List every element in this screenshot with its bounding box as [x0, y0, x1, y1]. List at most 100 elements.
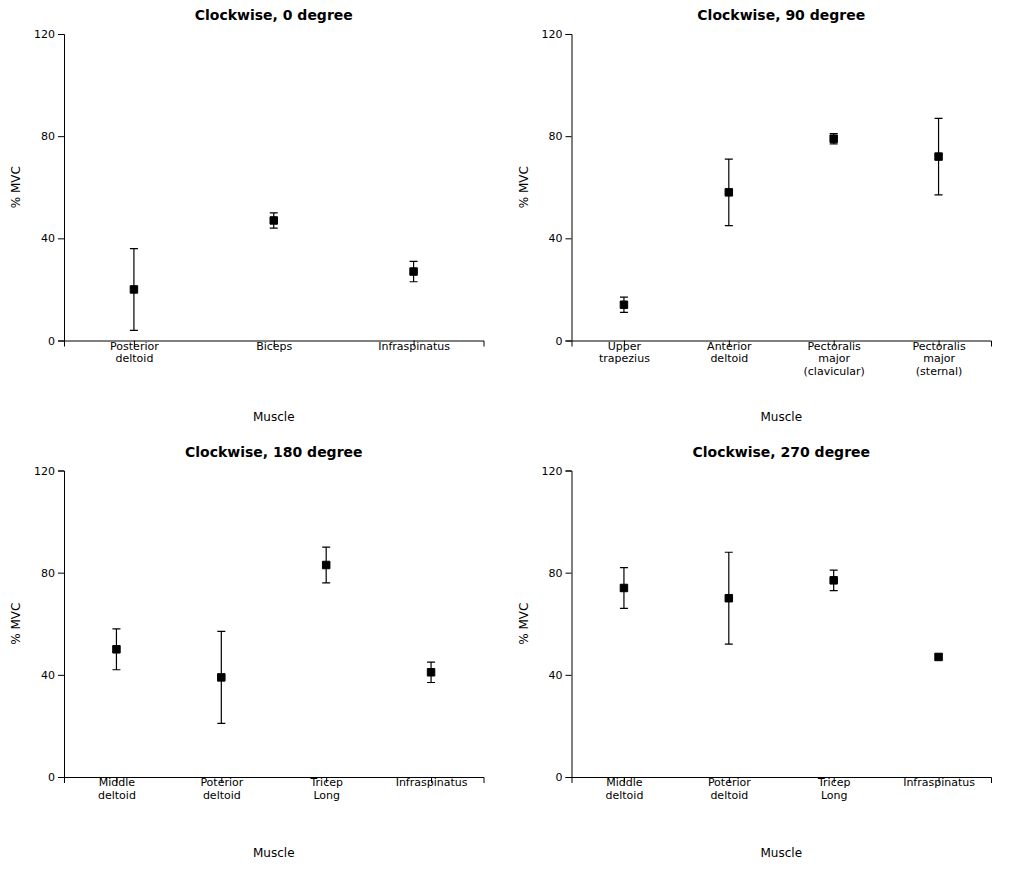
y-axis-line — [566, 471, 573, 778]
marker — [113, 646, 120, 653]
x-tick-label: Poteriordeltoid — [200, 776, 243, 802]
x-tick: TricepLong — [817, 776, 850, 802]
y-tick-mark — [566, 136, 572, 137]
error-bar — [620, 297, 628, 312]
y-tick-mark — [566, 573, 572, 574]
y-tick: 80 — [41, 567, 64, 580]
y-tick: 0 — [556, 771, 572, 784]
y-tick-label: 40 — [41, 669, 55, 682]
y-tick: 80 — [549, 567, 572, 580]
title: Clockwise, 0 degree — [195, 7, 353, 23]
x-tick-label: Middledeltoid — [605, 776, 643, 802]
x-tick-label: Posteriordeltoid — [110, 340, 159, 366]
y-tick-label: 40 — [549, 669, 563, 682]
y-tick-mark — [58, 136, 64, 137]
y-tick-label: 80 — [549, 567, 563, 580]
y-axis-line — [58, 35, 65, 342]
title: Clockwise, 180 degree — [185, 444, 363, 460]
title: Clockwise, 90 degree — [697, 7, 865, 23]
x-tick-label: Biceps — [256, 340, 292, 353]
y-axis-title: % MVC — [517, 603, 531, 645]
y-tick-label: 40 — [41, 232, 55, 245]
y-tick: 40 — [549, 669, 572, 682]
subplot: 04080120MiddledeltoidPoteriordeltoidTric… — [517, 444, 992, 861]
y-tick-mark — [58, 238, 64, 239]
x-tick-label: Uppertrapezius — [599, 340, 650, 366]
subplot: 04080120UppertrapeziusAnteriordeltoidPec… — [517, 7, 992, 424]
x-tick-label-line: (clavicular) — [804, 365, 865, 378]
x-axis: UppertrapeziusAnteriordeltoidPectoralism… — [572, 340, 992, 378]
error-bar — [427, 662, 435, 682]
marks — [112, 547, 435, 723]
y-axis: 04080120 — [542, 28, 573, 348]
y-axis: 0 40 80 120 — [34, 28, 65, 348]
x-tick-label-line: Tricep — [817, 776, 850, 789]
x-tick-label-line: Poterior — [708, 776, 751, 789]
x-tick-label-line: deltoid — [710, 352, 748, 365]
x-axis-title: Muscle — [760, 846, 802, 860]
y-tick-mark — [58, 341, 64, 342]
error-bar — [830, 134, 838, 144]
y-tick: 80 — [41, 130, 64, 143]
x-tick-label-line: Posterior — [110, 340, 159, 353]
x-tick-label-line: Tricep — [309, 776, 342, 789]
marker — [218, 674, 225, 681]
y-tick-mark — [566, 675, 572, 676]
y-tick-label: 120 — [542, 28, 563, 41]
y-tick-label: 40 — [549, 232, 563, 245]
error-bar — [725, 552, 733, 644]
y-tick: 120 — [542, 28, 572, 41]
x-axis: Middledeltoid Poteriordeltoid TricepLong In… — [65, 776, 485, 802]
figure: 04080120PosteriordeltoidBicepsInfraspina… — [0, 0, 1015, 873]
y-tick-mark — [58, 777, 64, 778]
y-tick-label: 120 — [34, 465, 55, 478]
x-tick-label-line: Upper — [608, 340, 642, 353]
x-tick-label-line: Long — [313, 789, 340, 802]
y-tick-mark — [58, 573, 64, 574]
y-tick: 0 — [48, 771, 64, 784]
error-bar — [217, 631, 225, 723]
x-tick-label: TricepLong — [817, 776, 850, 802]
x-tick-label-line: deltoid — [710, 789, 748, 802]
x-tick-label-line: deltoid — [605, 789, 643, 802]
y-tick-mark — [58, 471, 64, 472]
error-bar — [410, 261, 418, 281]
y-tick-label: 120 — [34, 28, 55, 41]
y-tick-label: 0 — [48, 771, 55, 784]
error-bar — [112, 629, 120, 670]
x-tick: Biceps — [256, 340, 292, 353]
y-tick: 40 — [41, 669, 64, 682]
y-tick: 0 — [48, 335, 64, 348]
y-tick: 120 — [34, 28, 64, 41]
x-tick: Middledeltoid — [605, 776, 643, 802]
marks — [130, 213, 418, 330]
marker — [620, 301, 627, 308]
x-tick-label: Middledeltoid — [98, 776, 136, 802]
y-axis-title: % MVC — [9, 603, 23, 645]
x-tick-label-line: Biceps — [256, 340, 292, 353]
y-axis-title: % MVC — [9, 166, 23, 208]
marker — [725, 594, 732, 601]
y-tick-label: 120 — [542, 465, 563, 478]
x-tick-label-line: Middle — [606, 776, 643, 789]
y-tick-mark — [566, 341, 572, 342]
x-tick-label: Poteriordeltoid — [708, 776, 751, 802]
x-tick: Poteriordeltoid — [708, 776, 751, 802]
error-bar — [935, 118, 943, 195]
x-tick: TricepLong — [309, 776, 342, 802]
marker — [725, 189, 732, 196]
y-axis: 0 40 80 120 — [34, 465, 65, 785]
x-axis: MiddledeltoidPoteriordeltoidTricepLongIn… — [572, 776, 992, 802]
error-bar — [322, 547, 330, 583]
x-tick: Infraspinatus — [378, 340, 450, 353]
subplot: 0 40 80 120 Posteriordeltoid Biceps Infraspina… — [9, 7, 484, 424]
x-tick-label-line: Pectoralis — [808, 340, 861, 353]
x-tick-label: Infraspinatus — [396, 776, 468, 789]
x-tick-label-line: major — [923, 352, 955, 365]
error-bar — [725, 159, 733, 225]
error-bar — [620, 568, 628, 609]
x-tick-label: Pectoralismajor(sternal) — [912, 340, 965, 378]
x-tick-label-line: Poterior — [200, 776, 243, 789]
x-tick-label-line: Infraspinatus — [378, 340, 450, 353]
y-tick-label: 80 — [41, 567, 55, 580]
